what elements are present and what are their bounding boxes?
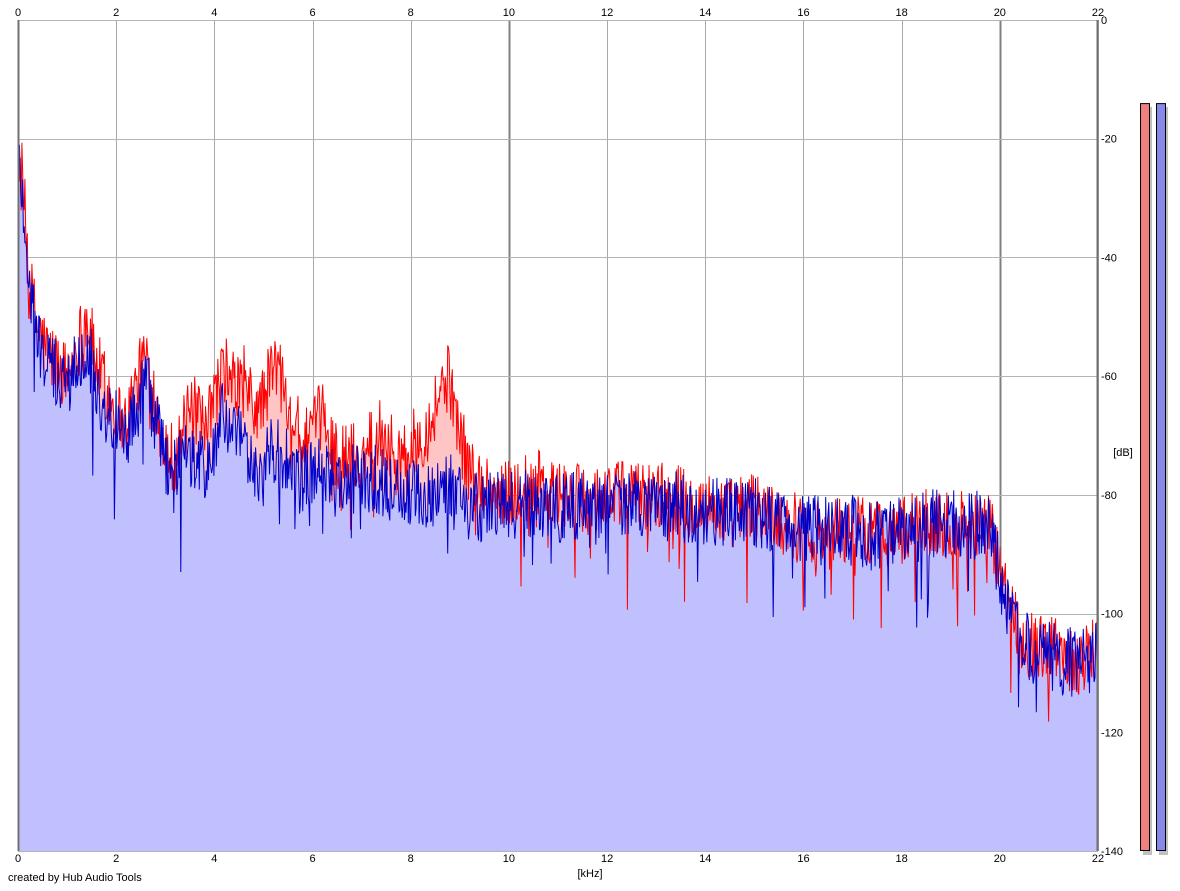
x-tick-label-bottom: 4 [211,853,217,865]
x-tick-label-bottom: 0 [15,853,21,865]
y-tick-label: -140 [1101,846,1123,858]
tick-labels: 002244668810101212141416161818202022220-… [15,7,1123,865]
y-tick-label: -60 [1101,371,1117,383]
series-2-line [17,144,1099,713]
x-tick-label-bottom: 22 [1092,853,1104,865]
x-tick-label-bottom: 14 [699,853,711,865]
y-tick-label: -20 [1101,134,1117,146]
x-tick-label-bottom: 8 [408,853,414,865]
x-tick-label-top: 12 [601,7,613,19]
y-tick-label: -80 [1101,490,1117,502]
y-tick-label: -120 [1101,727,1123,739]
x-tick-label-top: 18 [896,7,908,19]
y-tick-label: -40 [1101,252,1117,264]
x-tick-label-bottom: 12 [601,853,613,865]
level-meters [1140,103,1168,856]
x-tick-label-top: 8 [408,7,414,19]
x-tick-label-bottom: 10 [503,853,515,865]
x-tick-label-top: 22 [1092,7,1104,19]
x-tick-label-bottom: 18 [896,853,908,865]
x-tick-label-top: 16 [797,7,809,19]
x-tick-label-top: 10 [503,7,515,19]
y-tick-label: -100 [1101,609,1123,621]
y-tick-label: 0 [1101,15,1107,27]
x-tick-label-bottom: 2 [113,853,119,865]
credit-text: created by Hub Audio Tools [8,872,142,884]
series-layer [17,136,1099,852]
x-tick-label-top: 14 [699,7,711,19]
x-tick-label-bottom: 6 [309,853,315,865]
x-tick-label-bottom: 20 [994,853,1006,865]
plot-frame [17,20,1099,851]
x-tick-label-top: 4 [211,7,217,19]
y-axis-label: [dB] [1113,447,1133,459]
level-meter-2 [1156,103,1166,852]
x-tick-label-top: 6 [309,7,315,19]
x-axis-label: [kHz] [577,868,602,880]
x-tick-label-top: 2 [113,7,119,19]
x-tick-label-top: 0 [15,7,21,19]
x-tick-label-top: 20 [994,7,1006,19]
level-meter-1 [1140,103,1150,852]
x-tick-label-bottom: 16 [797,853,809,865]
series-2-area [18,145,1098,851]
